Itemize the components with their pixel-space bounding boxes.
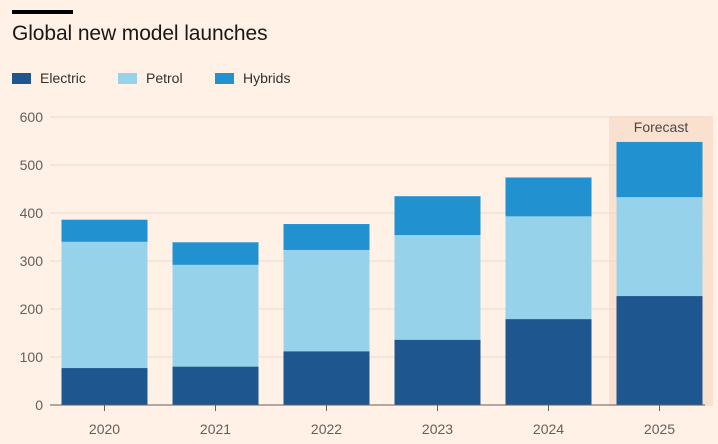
legend-label-hybrids: Hybrids [243, 70, 291, 86]
bar-hybrids-2023 [394, 196, 481, 236]
legend-item-hybrids: Hybrids [215, 70, 290, 86]
y-tick-label: 100 [20, 349, 44, 365]
bar-petrol-2021 [172, 264, 259, 367]
y-tick-label: 500 [20, 157, 44, 173]
legend-swatch-hybrids [215, 72, 234, 84]
bar-hybrids-2020 [61, 219, 148, 242]
y-tick-label: 600 [20, 109, 44, 125]
chart-title: Global new model launches [12, 22, 268, 45]
bar-hybrids-2024 [505, 177, 592, 217]
y-tick-label: 300 [20, 253, 44, 269]
legend-swatch-electric [12, 72, 31, 84]
bar-hybrids-2022 [283, 224, 370, 250]
bar-electric-2022 [283, 351, 370, 405]
x-tick-label: 2022 [311, 421, 342, 437]
bar-electric-2025 [616, 296, 703, 405]
bar-hybrids-2025 [616, 141, 703, 198]
bar-electric-2024 [505, 319, 592, 405]
bar-petrol-2024 [505, 216, 592, 320]
bar-electric-2020 [61, 368, 148, 405]
x-tick-label: 2023 [422, 421, 453, 437]
legend-item-electric: Electric [12, 70, 86, 86]
bar-petrol-2023 [394, 235, 481, 340]
bar-petrol-2022 [283, 249, 370, 352]
y-tick-label: 0 [35, 397, 43, 413]
bar-electric-2023 [394, 339, 481, 405]
forecast-label: Forecast [634, 119, 689, 135]
x-tick-label: 2025 [644, 421, 675, 437]
forecast-label-box [609, 116, 713, 138]
legend-label-electric: Electric [40, 70, 86, 86]
bar-petrol-2025 [616, 197, 703, 297]
x-tick-label: 2024 [533, 421, 564, 437]
title-accent-bar [12, 10, 73, 14]
y-tick-label: 200 [20, 301, 44, 317]
legend-label-petrol: Petrol [146, 70, 183, 86]
x-tick-label: 2021 [200, 421, 231, 437]
legend-swatch-petrol [118, 72, 137, 84]
bar-petrol-2020 [61, 241, 148, 369]
x-tick-label: 2020 [89, 421, 120, 437]
y-tick-label: 400 [20, 205, 44, 221]
bar-hybrids-2021 [172, 242, 259, 265]
legend-item-petrol: Petrol [118, 70, 183, 86]
bar-electric-2021 [172, 366, 259, 405]
